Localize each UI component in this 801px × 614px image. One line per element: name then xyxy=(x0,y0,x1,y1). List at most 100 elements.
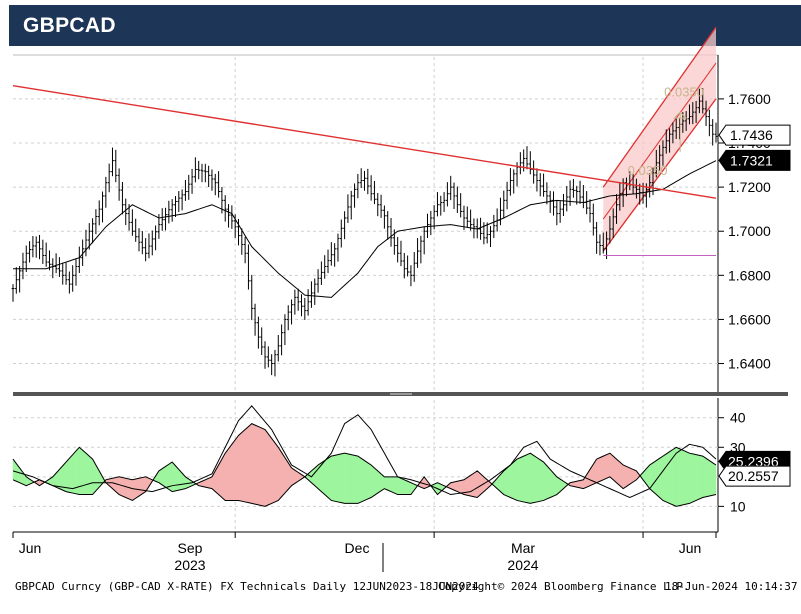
panel-splitter-grip[interactable] xyxy=(390,393,412,395)
price-tick-label: 1.6400 xyxy=(728,356,771,372)
dmi-fill-segment xyxy=(244,426,249,503)
dmi-fill-segment xyxy=(324,457,329,499)
dmi-fill-segment xyxy=(394,476,398,495)
dmi-fill-segment xyxy=(659,455,664,502)
price-tick-label: 1.6600 xyxy=(728,311,771,327)
dmi-fill-segment xyxy=(520,455,524,503)
dmi-plus-line xyxy=(12,446,717,507)
dmi-fill-segment xyxy=(473,470,478,498)
dmi-fill-segment xyxy=(407,480,412,495)
dmi-fill-segment xyxy=(702,455,707,498)
dmi-fill-segment xyxy=(251,423,256,505)
dmi-fill-segment xyxy=(224,447,229,501)
dmi-fill-segment xyxy=(712,462,717,496)
dmi-fill-segment xyxy=(530,452,534,504)
dmi-fill-segment xyxy=(314,464,319,490)
dmi-fill-segment xyxy=(168,461,173,493)
price-last-value-badges: 1.7436 1.7321 xyxy=(718,124,791,171)
chart-title: GBPCAD xyxy=(23,14,116,37)
dmi-fill-segment xyxy=(125,477,130,500)
dmi-fill-segment xyxy=(128,478,133,501)
dmi-fill-segment xyxy=(679,448,684,506)
dmi-value-badge xyxy=(718,465,791,487)
footer-timestamp: 18-Jun-2024 10:14:37 xyxy=(665,580,797,593)
dmi-fill-segment xyxy=(370,464,375,498)
dmi-fill-segment xyxy=(374,467,379,496)
dmi-fill-segment xyxy=(357,455,362,504)
price-tick-label: 1.7000 xyxy=(728,223,771,239)
dmi-fill-segment xyxy=(291,467,296,487)
dmi-fill-segment xyxy=(397,476,402,495)
dmi-fill-segment xyxy=(470,472,475,498)
dmi-fill-segment xyxy=(599,455,604,482)
dmi-fill-segment xyxy=(254,424,259,506)
x-month-label: Mar xyxy=(511,540,535,556)
dmi-fill-segment xyxy=(344,452,349,504)
dmi-fill-segment xyxy=(699,455,703,500)
channel-fill xyxy=(603,27,716,252)
dmi-fill-segment xyxy=(122,477,126,498)
dmi-fill-segment xyxy=(132,478,136,501)
dmi-fill-segment xyxy=(354,455,359,504)
channel-mid-line xyxy=(602,62,717,220)
range-annotation: 0.0350 xyxy=(664,85,704,100)
dmi-fill-segment xyxy=(536,457,541,503)
dmi-fill-segment xyxy=(619,461,624,490)
dmi-fill-segment xyxy=(248,423,253,504)
dmi-fill-segment xyxy=(666,451,670,504)
x-month-label: Jun xyxy=(679,540,702,556)
dmi-fill-segment xyxy=(69,454,73,494)
title-bar: GBPCAD xyxy=(9,5,801,46)
dmi-fill-segment xyxy=(82,449,87,495)
dmi-fill-segment xyxy=(271,437,276,504)
dmi-fill-segment xyxy=(238,431,243,502)
dmi-fill-segment xyxy=(377,470,382,494)
dmi-fill-segment xyxy=(606,452,611,479)
dmi-fill-segment xyxy=(622,464,627,490)
dmi-tick-label: 40 xyxy=(730,410,746,426)
long-term-trend-line xyxy=(12,84,717,199)
dmi-fill-segment xyxy=(546,465,551,500)
dmi-fill-segment xyxy=(603,454,607,481)
regression-channel xyxy=(602,26,717,252)
last-value-badge xyxy=(718,149,791,171)
dmi-fill-segment xyxy=(161,466,166,488)
dmi-fill-segment xyxy=(228,443,233,501)
dmi-fill-segment xyxy=(135,477,140,499)
dmi-fill-segment xyxy=(165,463,170,490)
x-year-label: 2023 xyxy=(174,557,205,573)
range-annotation: 0.0350 xyxy=(628,163,668,178)
x-month-label: Jun xyxy=(19,540,42,556)
price-tick-label: 1.6800 xyxy=(728,267,771,283)
channel-lower-line xyxy=(602,98,717,252)
dmi-fill-segment xyxy=(543,461,548,501)
dmi-fill-segment xyxy=(79,446,83,495)
dmi-fill-segment xyxy=(612,455,617,484)
dmi-fill-segment xyxy=(231,439,236,501)
dmi-fill-segment xyxy=(138,477,143,497)
dmi-fill-segment xyxy=(234,434,239,501)
dmi-fill-segment xyxy=(540,459,544,502)
dmi-fill-segment xyxy=(334,454,339,503)
dmi-fill-segment xyxy=(384,476,388,491)
dmi-fill-segment xyxy=(662,453,667,503)
dmi-fill-segment xyxy=(281,451,286,498)
dmi-fill-segment xyxy=(626,466,631,487)
last-value-label: 1.7436 xyxy=(730,127,773,143)
dmi-fill-segment xyxy=(360,457,365,503)
dmi-fill-segment xyxy=(695,454,700,501)
dmi-fill-segment xyxy=(327,455,332,502)
dmi-fill-segment xyxy=(350,454,355,504)
dmi-fill-segment xyxy=(387,476,392,492)
dmi-fill-segment xyxy=(347,453,352,504)
dmi-fill-segment xyxy=(258,426,262,506)
last-value-badge xyxy=(718,124,791,146)
trend-lines xyxy=(12,84,717,256)
dmi-fill-segment xyxy=(221,452,226,502)
dmi-fill-segment xyxy=(118,476,123,497)
dmi-fill-segment xyxy=(268,433,272,506)
dmi-value-label: 25.2396 xyxy=(728,453,779,469)
